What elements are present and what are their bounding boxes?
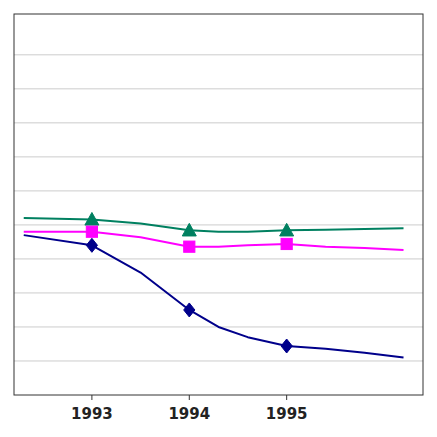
x-tick [91,395,92,400]
grid-line [14,292,423,293]
x-axis: 1993 1994 1995 [71,395,308,423]
grid [14,55,423,361]
grid-line [14,88,423,89]
diamond-marker [281,339,292,353]
square-marker [184,241,195,252]
series-line [24,232,404,250]
lines [24,218,404,357]
grid-line [14,190,423,191]
x-tick-label: 1994 [168,405,210,423]
x-tick-label: 1993 [71,405,113,423]
diamond-marker [184,303,195,317]
x-tick [189,395,190,400]
x-tick-label: 1995 [266,405,308,423]
x-tick [286,395,287,400]
grid-line [14,360,423,361]
grid-line [14,122,423,123]
grid-line [14,258,423,259]
triangle-marker [85,212,99,225]
plot-background [14,14,423,395]
triangle-marker [280,223,294,236]
data [24,212,404,357]
grid-line [14,54,423,55]
markers [85,212,294,353]
grid-line [14,156,423,157]
plot-frame [14,14,423,395]
square-marker [86,226,97,237]
square-marker [281,238,292,249]
series-line [24,218,404,232]
grid-line [14,224,423,225]
diamond-marker [86,238,97,252]
chart: 1993 1994 1995 [0,0,437,437]
series-line [24,235,404,357]
triangle-marker [182,223,196,236]
